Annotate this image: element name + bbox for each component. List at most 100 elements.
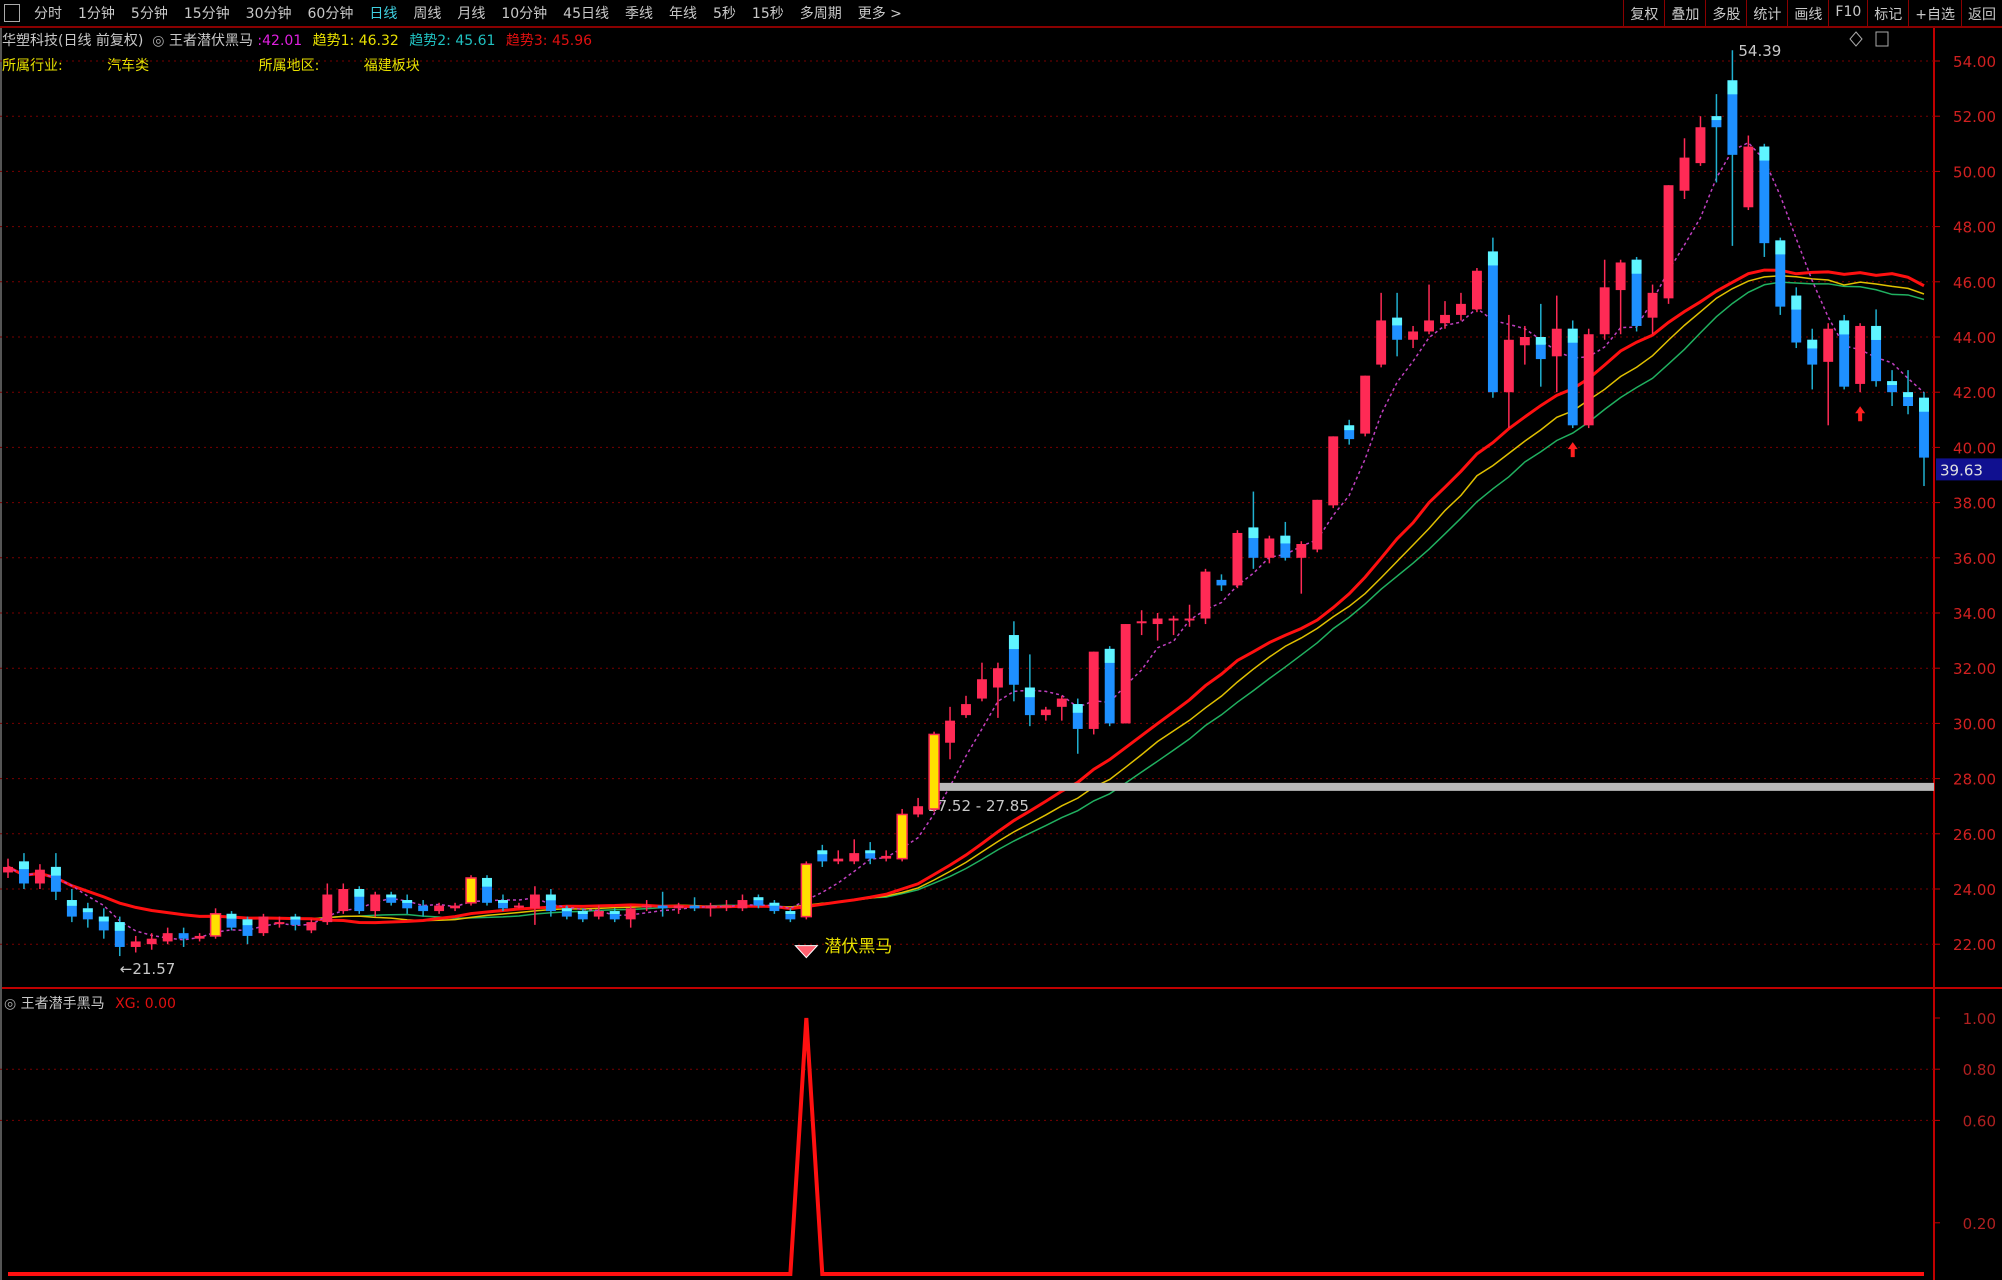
candle xyxy=(1264,535,1275,564)
candle-body xyxy=(1344,425,1355,440)
candle-body xyxy=(1519,337,1530,346)
period-tab[interactable]: 1分钟 xyxy=(78,6,115,22)
period-tab[interactable]: 日线 xyxy=(369,6,398,22)
candle-body xyxy=(1503,339,1514,393)
region-label: 所属地区: xyxy=(258,58,320,74)
candle-body xyxy=(641,905,652,908)
price-tick-label: 24.00 xyxy=(1953,881,1996,899)
lower-tick-label: 1.00 xyxy=(1963,1010,1996,1028)
candle xyxy=(609,908,620,923)
candle-body xyxy=(928,733,940,810)
period-tab[interactable]: 15分钟 xyxy=(183,6,230,22)
candle-body xyxy=(274,922,285,925)
period-tab[interactable]: 周线 xyxy=(413,6,442,22)
toolbar-button[interactable]: 返回 xyxy=(1961,0,2002,26)
candle xyxy=(178,927,189,947)
candle xyxy=(1599,259,1610,340)
price-tick-label: 36.00 xyxy=(1953,550,1996,568)
candle-body xyxy=(465,877,477,904)
candle xyxy=(833,850,844,865)
candle-body xyxy=(98,916,109,931)
lower-panel-header: ◎ 王者潜手黑马 XG: 0.00 xyxy=(4,993,176,1013)
period-tab[interactable]: 年线 xyxy=(668,6,697,22)
candle xyxy=(1056,695,1067,721)
candle-body xyxy=(1216,579,1227,586)
toolbar-button[interactable]: F10 xyxy=(1828,0,1867,26)
candle-body-top xyxy=(577,911,588,914)
candle-body xyxy=(1008,635,1019,685)
candle xyxy=(66,889,77,923)
candle-body xyxy=(992,668,1003,688)
candle-body xyxy=(1024,687,1035,716)
candle xyxy=(657,891,668,917)
price-tick-label: 26.00 xyxy=(1953,826,1996,844)
toolbar-button[interactable]: 复权 xyxy=(1623,0,1664,26)
candle-body xyxy=(1775,240,1786,307)
candle xyxy=(290,913,301,931)
candle xyxy=(1615,259,1626,335)
period-tab[interactable]: 5秒 xyxy=(712,6,736,22)
candle xyxy=(992,662,1003,718)
candle-body xyxy=(1280,535,1291,558)
candle xyxy=(737,894,748,912)
candle xyxy=(226,911,237,931)
toolbar-button[interactable]: 标记 xyxy=(1867,0,1908,26)
up-arrow-icon xyxy=(1855,406,1866,422)
toolbar-button[interactable]: +自选 xyxy=(1908,0,1961,26)
candle-body xyxy=(673,905,684,909)
candle-body xyxy=(1535,337,1546,360)
candle xyxy=(1823,323,1834,426)
candle-body-top xyxy=(114,922,125,931)
candle xyxy=(386,891,397,906)
period-tab[interactable]: 5分钟 xyxy=(130,6,168,22)
candle xyxy=(1136,610,1147,636)
candle xyxy=(881,850,892,862)
candle xyxy=(1024,654,1035,727)
candle xyxy=(673,902,684,914)
candle-body xyxy=(1232,532,1243,586)
candle-body xyxy=(1264,538,1275,558)
toolbar-button[interactable]: 多股 xyxy=(1705,0,1746,26)
candle-body xyxy=(1567,328,1578,426)
lower-indicator-name[interactable]: 王者潜手黑马 xyxy=(20,996,105,1012)
toolbar-button[interactable]: 画线 xyxy=(1787,0,1828,26)
candle-body xyxy=(593,911,604,917)
candle-body xyxy=(370,894,381,912)
period-tab[interactable]: 季线 xyxy=(624,6,653,22)
period-tab[interactable]: 30分钟 xyxy=(245,6,292,22)
toolbar-button[interactable]: 叠加 xyxy=(1664,0,1705,26)
period-tab[interactable]: 15秒 xyxy=(751,6,784,22)
candle-body xyxy=(482,877,492,903)
period-tab[interactable]: 多周期 xyxy=(799,6,842,22)
candle-body xyxy=(194,935,205,939)
toolbar-button[interactable]: 统计 xyxy=(1746,0,1787,26)
candle-body xyxy=(977,679,987,699)
candle-body xyxy=(1679,157,1690,191)
candle xyxy=(1120,624,1131,724)
candle-body xyxy=(209,913,222,937)
price-tick-label: 30.00 xyxy=(1953,715,1996,733)
candle xyxy=(545,889,556,917)
stock-name: 华塑科技(日线 前复权) xyxy=(2,33,144,49)
candle-body xyxy=(913,806,924,815)
period-tab[interactable]: 45日线 xyxy=(563,6,609,22)
panel-toggle-icon[interactable] xyxy=(4,4,20,22)
price-tick-label: 44.00 xyxy=(1953,329,1996,347)
candle xyxy=(1583,328,1594,429)
candle-body xyxy=(881,855,892,859)
period-tab[interactable]: 分时 xyxy=(34,6,62,22)
period-tab[interactable]: 更多 > xyxy=(857,6,902,22)
candle-body xyxy=(418,905,429,912)
candle-body xyxy=(1184,618,1195,621)
candle xyxy=(721,900,732,912)
period-tab[interactable]: 10分钟 xyxy=(501,6,548,22)
candle-body xyxy=(82,908,93,920)
indicator-name[interactable]: 王者潜伏黑马 xyxy=(168,33,253,49)
period-tab[interactable]: 月线 xyxy=(457,6,486,22)
candle-body xyxy=(753,897,764,906)
candle-body-top xyxy=(1759,146,1770,161)
period-tab[interactable]: 60分钟 xyxy=(307,6,354,22)
candle-body-top xyxy=(82,908,93,913)
candle-body-top xyxy=(1535,337,1546,345)
